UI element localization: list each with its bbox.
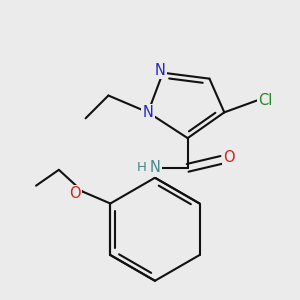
Text: N: N <box>154 63 165 78</box>
Text: O: O <box>69 186 80 201</box>
Text: Cl: Cl <box>258 93 272 108</box>
Text: N: N <box>142 105 154 120</box>
Text: N: N <box>149 160 161 175</box>
Text: H: H <box>137 161 147 174</box>
Text: O: O <box>224 150 235 165</box>
